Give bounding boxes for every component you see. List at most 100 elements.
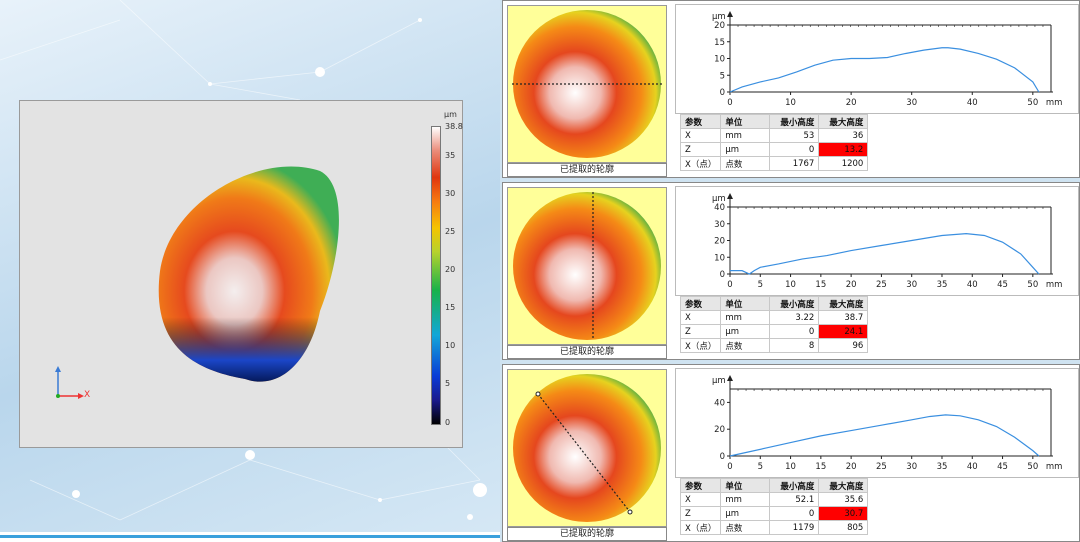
- table-cell: X: [679, 310, 722, 325]
- colorbar: [431, 126, 441, 425]
- profile-thumbnail[interactable]: [507, 187, 667, 345]
- table-cell: 805: [818, 520, 869, 535]
- table-cell: 点数: [720, 520, 771, 535]
- x-tick-label: 35: [937, 462, 948, 472]
- table-cell: 点数: [720, 338, 771, 353]
- profile-thumbnail[interactable]: [507, 369, 667, 527]
- x-axis-unit: mm: [1046, 98, 1063, 108]
- table-header: 单位: [720, 296, 771, 311]
- colorbar-tick: 35: [445, 151, 456, 160]
- table-cell: Z: [679, 506, 722, 521]
- table-header: 单位: [720, 478, 771, 493]
- table-cell: X（点）: [679, 156, 722, 171]
- table-header: 最大高度: [818, 114, 869, 129]
- y-tick-label: 0: [720, 88, 725, 98]
- x-tick-label: 20: [846, 98, 857, 108]
- table-header: 最大高度: [818, 296, 869, 311]
- profile-chart-svg: 0 5 10 15 20 0 10 20 30 40 50 μm mm: [712, 11, 1063, 108]
- y-tick-label: 10: [714, 55, 725, 65]
- profile-thumbnail[interactable]: [507, 5, 667, 163]
- table-header: 参数: [679, 296, 722, 311]
- y-tick-label: 0: [720, 452, 725, 462]
- max-height-highlight: 13.2: [818, 142, 869, 157]
- table-cell: 38.7: [818, 310, 869, 325]
- y-axis-arrow: [727, 375, 733, 381]
- footer-stripe: [0, 532, 500, 542]
- profile-chart-svg: 0 10 20 30 40 0 5 10 15 20 25 30 35 40 45 50 μm mm: [712, 193, 1062, 290]
- thumbnail-caption: 已提取的轮廓: [507, 527, 667, 541]
- table-header: 单位: [720, 114, 771, 129]
- y-tick-label: 30: [714, 220, 725, 230]
- table-cell: 1200: [818, 156, 869, 171]
- table-cell: 36: [818, 128, 869, 143]
- thumbnail-caption: 已提取的轮廓: [507, 345, 667, 359]
- x-tick-label: 30: [906, 98, 917, 108]
- x-axis-label: X: [84, 390, 91, 400]
- y-axis-arrow: [727, 11, 733, 17]
- max-height-highlight: 30.7: [818, 506, 869, 521]
- table-cell: Z: [679, 142, 722, 157]
- x-tick-label: 50: [1027, 462, 1038, 472]
- table-cell: mm: [720, 128, 771, 143]
- table-cell: 3.22: [769, 310, 820, 325]
- x-tick-label: 30: [906, 462, 917, 472]
- table-cell: X（点）: [679, 520, 722, 535]
- heightmap-thumbnail: [512, 10, 662, 158]
- profile-chart: 0 5 10 15 20 0 10 20 30 40 50 μm mm: [675, 4, 1079, 114]
- table-cell: X（点）: [679, 338, 722, 353]
- colorbar-unit: μm: [444, 110, 457, 119]
- x-tick-label: 20: [846, 462, 857, 472]
- x-tick-label: 15: [815, 280, 826, 290]
- x-tick-label: 35: [937, 280, 948, 290]
- table-header: 参数: [679, 114, 722, 129]
- x-tick-label: 10: [785, 280, 796, 290]
- y-tick-label: 40: [714, 398, 725, 408]
- y-tick-label: 5: [720, 71, 725, 81]
- axis-triad-icon: [55, 366, 84, 399]
- table-cell: mm: [720, 310, 771, 325]
- table-cell: Z: [679, 324, 722, 339]
- x-tick-label: 30: [906, 280, 917, 290]
- colorbar-tick: 30: [445, 189, 456, 198]
- table-cell: 35.6: [818, 492, 869, 507]
- y-tick-label: 10: [714, 253, 725, 263]
- x-tick-label: 40: [967, 280, 978, 290]
- colorbar-tick: 15: [445, 303, 456, 312]
- y-tick-label: 20: [714, 425, 725, 435]
- x-tick-label: 0: [727, 280, 732, 290]
- table-cell: 96: [818, 338, 869, 353]
- profile-chart: 0 20 40 0 5 10 15 20 25 30 35 40 45 50 μm mm: [675, 368, 1079, 478]
- x-tick-label: 45: [997, 462, 1008, 472]
- profile-chart: 0 10 20 30 40 0 5 10 15 20 25 30 35 40 45 50 μm mm: [675, 186, 1079, 296]
- table-header: 最小高度: [769, 478, 820, 493]
- colorbar-tick: 5: [445, 379, 451, 388]
- y-axis-unit: μm: [712, 376, 726, 386]
- x-tick-label: 0: [727, 462, 732, 472]
- y-axis-unit: μm: [712, 12, 726, 22]
- x-axis-unit: mm: [1046, 462, 1063, 472]
- profile-line: [729, 47, 1040, 93]
- table-header: 参数: [679, 478, 722, 493]
- surface-3d-viewer[interactable]: μm 38.8 35 30 25 20 15 10 5 0 X: [19, 100, 463, 448]
- surface-3d-render: [158, 166, 339, 382]
- colorbar-tick: 20: [445, 265, 456, 274]
- x-tick-label: 15: [815, 462, 826, 472]
- x-tick-label: 45: [997, 280, 1008, 290]
- table-cell: mm: [720, 492, 771, 507]
- table-cell: 53: [769, 128, 820, 143]
- profile-panel-1: 已提取的轮廓 0 5 10 15 20 0 10 20 30 40 50 μm mm 参数 单位 最小高度最…: [502, 0, 1080, 178]
- colorbar-tick: 10: [445, 341, 456, 350]
- heightmap-thumbnail: [513, 374, 661, 522]
- table-cell: μm: [720, 506, 771, 521]
- table-header: 最小高度: [769, 296, 820, 311]
- table-cell: 8: [769, 338, 820, 353]
- table-cell: μm: [720, 324, 771, 339]
- table-cell: X: [679, 128, 722, 143]
- y-tick-label: 0: [720, 270, 725, 280]
- table-cell: 0: [769, 324, 820, 339]
- thumbnail-caption: 已提取的轮廓: [507, 163, 667, 177]
- profile-panel-3: 已提取的轮廓 0 20 40 0 5 10 15 20 25 30 35 40 45 50 μm mm 参数单…: [502, 364, 1080, 542]
